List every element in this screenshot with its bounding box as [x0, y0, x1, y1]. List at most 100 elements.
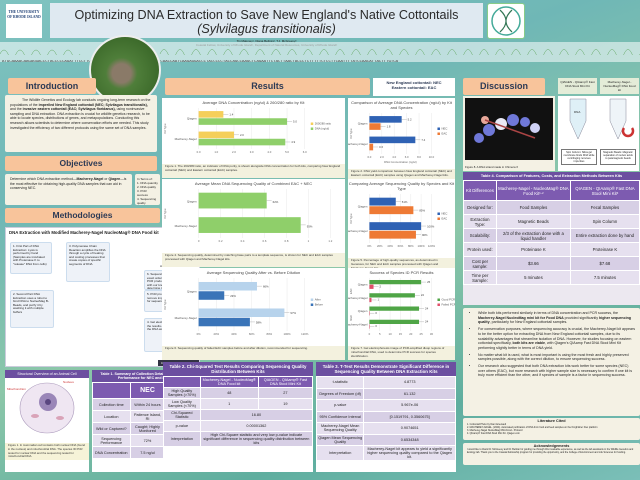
table-cell: 0.9074651 — [363, 422, 456, 435]
chart-caption: Figure 4. Sequencing quality, determined… — [162, 253, 345, 267]
row-label: Wild or Captured? — [92, 422, 131, 435]
spin-column-and-bead-tubes-icon — [569, 98, 635, 140]
x-tick-label: 120% — [428, 244, 436, 248]
table-cell: 1 — [199, 398, 259, 410]
chart-caption: Figure 7. Gel electrophoresis image of P… — [348, 346, 455, 360]
x-tick-label: 2.0 — [380, 155, 384, 159]
data-label: 5.0 — [293, 120, 297, 124]
data-label: 4.9 — [291, 140, 295, 144]
citation: 3. Macherey-Nagel NucleoMag DNA Food - P… — [467, 429, 523, 432]
chart-fig5: Comparing Average Sequencing Quality by … — [345, 179, 455, 272]
legend-swatch — [310, 122, 314, 125]
column-header: Macherey-Nagel - NucleoMag® DNA Food kit — [199, 376, 259, 388]
table-cell: 7.5 ng/ul — [129, 446, 166, 459]
objectives-text: Determine which DNA extraction method—Ma… — [5, 174, 132, 205]
x-tick-label: 6.0 — [405, 155, 409, 159]
y-axis-label: Kit Type — [163, 123, 167, 133]
species-key-eac: Eastern cottontail: EAC — [391, 85, 437, 90]
bar — [198, 317, 250, 327]
discussion-bullet: Our research also suggested that both DN… — [478, 364, 635, 378]
chart-title: Average Sequencing Quality After vs. Bef… — [206, 270, 301, 275]
bullet-text: No matter what kit is used, what is most… — [478, 352, 629, 362]
x-tick-label: 10.0 — [429, 155, 435, 159]
ack-title: Acknowledgements — [533, 444, 570, 448]
x-tick-label: 4.0 — [267, 150, 271, 154]
x-tick-label: 0.0 — [197, 150, 201, 154]
mitochondrion-label: Mitochondrion — [7, 387, 26, 391]
category-label: Macherey-Nagel — [175, 316, 197, 320]
bullet-text: Macherey-Nagel NucleoMag mini kit for Fo… — [478, 315, 564, 320]
data-label: 0.6 — [379, 145, 383, 149]
bar — [369, 319, 420, 325]
chart-plot: 0.0 2.0 4.0 6.0 8.0 10.0 DNA Concentration (ng… — [345, 113, 447, 164]
x-tick-label: 0 — [198, 239, 200, 243]
table-row: Interpretation High Chi-Square statistic … — [163, 431, 314, 447]
table-row: p-value 5.967e-06 — [315, 399, 456, 412]
bar — [198, 308, 285, 318]
table-row: Interpretation Macherey-Nagel kit appears… — [315, 445, 456, 461]
data-label: 24 — [425, 320, 429, 324]
x-tick-label: 15 — [399, 332, 403, 336]
row-label: Sequencing Performance — [92, 434, 131, 447]
chart-fig7: Success of Species ID PCR Results 0 5 10 15 2… — [345, 268, 456, 360]
group-label: NEC — [349, 315, 353, 321]
table-cell: Spin Column — [569, 214, 640, 229]
category-label: Qiagen — [358, 204, 368, 208]
y-axis-label: Kit Type — [163, 208, 167, 218]
chart-caption: Figure 6. Sequencing quality of failed E… — [162, 346, 345, 360]
objective-item: 4. Sequencing quality — [137, 197, 157, 205]
acknowledgements: Acknowledgements I would like to thank D… — [463, 443, 640, 465]
citation: 4. QIAamp® Fast DNA Stool Mini Kit. Qiag… — [467, 432, 520, 435]
x-tick-label: 60% — [398, 244, 404, 248]
introduction-heading: Introduction — [8, 78, 96, 94]
legend-label: DNA (ng/ul) — [315, 127, 330, 131]
dna-helix-logo-icon — [491, 6, 521, 36]
chart-fig4: Average Mean DNA Sequencing Quality of C… — [162, 179, 345, 267]
spin-column-label: Spin Column: Silica gel membrane binds D… — [561, 149, 597, 165]
x-tick-label: 4.0 — [392, 155, 396, 159]
category-label: Macherey-Nagel — [348, 322, 368, 326]
introduction-text: The Wildlife Genetics and Ecology lab co… — [5, 95, 157, 152]
bar — [369, 230, 416, 239]
row-label: Qiagen Mean Sequencing Quality — [315, 433, 365, 446]
table4-title: Table 4. Comparison of Features, Costs, … — [463, 172, 640, 180]
table-cell: Magnetic Beads — [495, 214, 571, 229]
methods-figure-title: DNA Extraction with Modified Macherey-Na… — [9, 230, 159, 235]
kit-tag-qiagen: QIAGEN - QIAamp® Fast DNA Stool Mini Kit — [558, 78, 597, 94]
x-tick-label: 60% — [249, 332, 255, 336]
objectives-list: In Terms of: 1. DNA quantity 2. DNA quali… — [135, 174, 160, 205]
chart-plot: 0 0.2 0.4 0.6 0.8 1 1.2 Kit Type Qiagen 62% Macher… — [163, 189, 333, 243]
bar — [198, 291, 225, 300]
lab-logo — [487, 3, 525, 39]
nucleus-label: Nucleus — [63, 380, 74, 384]
data-label: 0 — [375, 311, 377, 315]
legend-swatch — [310, 298, 314, 301]
bar — [369, 284, 374, 289]
x-tick-label: 10 — [389, 332, 393, 336]
data-label: 25 — [427, 280, 431, 284]
row-label: t-statistic — [315, 376, 365, 389]
bullet-text: , with Qiagen's QIAamp Fast DNA Stool Mi… — [478, 341, 622, 350]
discussion-bullets: While both kits performed similarly in t… — [463, 308, 640, 416]
table-cell: [0.1519791, 0.3560675] — [363, 410, 456, 423]
table-row: p-value 0.00001362 — [163, 420, 314, 432]
table-cell: Proteinase K — [569, 242, 640, 257]
table-row: Protein used: Proteinase K Proteinase K — [463, 242, 640, 257]
table-cell: 48 — [199, 387, 259, 399]
x-tick-label: 40% — [387, 244, 393, 248]
x-tick-label: 20 — [409, 332, 413, 336]
chromatogram-strip: ATGCAAAACAAGAGGACCCTACCCCCAGATTTCCTTCTCC… — [0, 42, 640, 64]
column-header: NEC — [129, 382, 166, 399]
legend-label: EAC — [441, 217, 447, 221]
ack-text: I would like to thank Dr. McGreevy and D… — [467, 448, 634, 454]
data-label: 62% — [273, 200, 279, 204]
kit-tag-macherey: Macherey-Nagel - NucleoMag® DNA Food kit — [600, 78, 639, 94]
x-tick-label: 0.0 — [367, 155, 371, 159]
table-cell: Proteinase K — [495, 242, 571, 257]
row-label: Degrees of Freedom (df) — [315, 387, 365, 400]
title-banner: Optimizing DNA Extraction to Save New En… — [50, 3, 483, 47]
column-header: QIAGEN - QIAamp® Fast DNA Stool Mini Kit… — [569, 180, 640, 201]
bar — [369, 136, 416, 144]
table-row: Time per Sample: 5 minutes 7.5 minutes — [463, 270, 640, 285]
table-row: Cost per sample: $3.66 $7.68 — [463, 256, 640, 271]
